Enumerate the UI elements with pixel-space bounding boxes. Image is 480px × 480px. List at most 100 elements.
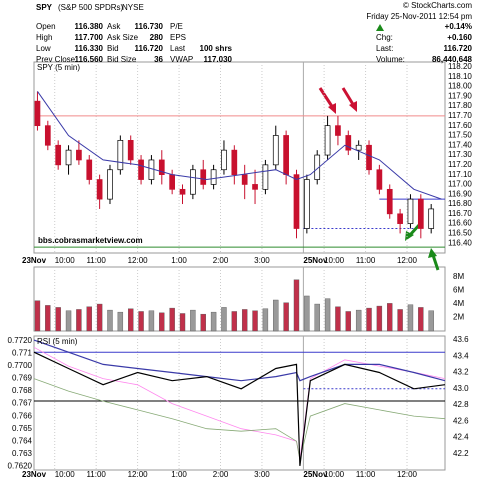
volume-bar	[190, 309, 196, 332]
y2-tick-label: 43.0	[453, 384, 469, 393]
y-tick-label: 2M	[453, 313, 464, 322]
candle-body	[190, 169, 196, 195]
volume-bar	[65, 310, 72, 332]
y-tick-label: 116.80	[448, 199, 472, 208]
quote-label: Ask	[107, 22, 121, 31]
quote-label: Prev Close	[36, 55, 76, 64]
volume-bar	[138, 311, 144, 332]
x-tick-label: 12:00	[397, 470, 418, 479]
y-tick-label: 117.10	[448, 170, 472, 179]
volume-bar	[159, 312, 165, 332]
x-tick-label: 2:00	[213, 470, 229, 479]
candle-body	[76, 149, 82, 161]
y-tick-label: 116.60	[448, 219, 472, 228]
quote-value: 116.730	[135, 22, 164, 31]
x-tick-label: 3:00	[254, 470, 270, 479]
candle-body	[314, 154, 321, 180]
date-label: 23Nov	[22, 470, 47, 479]
up-triangle	[376, 24, 384, 31]
quote-value: 117.030	[204, 55, 233, 64]
symbol: SPY	[36, 3, 53, 12]
y-tick-label: 116.70	[448, 209, 472, 218]
x-tick-label: 3:00	[254, 256, 270, 265]
volume-bar	[34, 300, 41, 332]
volume-bar	[200, 313, 206, 332]
change-pct: +0.14%	[445, 22, 472, 31]
volume-bar	[86, 306, 92, 332]
volume-bar	[418, 307, 424, 332]
x-tick-label: 12:00	[128, 470, 149, 479]
volume-bar	[96, 303, 103, 332]
y-tick-label: 6M	[453, 286, 464, 295]
x-tick-label: 12:00	[397, 256, 418, 265]
quote-value: 280	[150, 33, 164, 42]
date: Friday 25-Nov-2011 12:54 pm	[366, 12, 472, 21]
candle-body	[241, 174, 248, 185]
volume-bar	[293, 279, 300, 332]
quote-label: Bid	[107, 44, 119, 53]
quote-label: Low	[36, 44, 51, 53]
volume-bar	[345, 311, 351, 332]
y-tick-label: 117.80	[448, 101, 472, 110]
quote-label: High	[36, 33, 52, 42]
y-tick-label: 8M	[453, 272, 464, 281]
candle-body	[366, 144, 372, 171]
series-line	[33, 351, 446, 466]
volume-bar	[335, 306, 341, 332]
y-tick-label: 0.765	[12, 424, 33, 433]
quote-value: 117.700	[75, 33, 104, 42]
volume-bar	[169, 307, 175, 332]
y2-tick-label: 42.6	[453, 416, 469, 425]
date-label: 23Nov	[22, 256, 47, 265]
volume-panel	[33, 266, 446, 332]
candle-body	[262, 164, 269, 190]
candle-body	[148, 159, 155, 180]
volume-bar	[76, 309, 82, 332]
y-tick-label: 0.7700	[8, 361, 33, 370]
y-tick-label: 117.30	[448, 150, 472, 159]
y-tick-label: 117.40	[448, 140, 472, 149]
candle-body	[355, 144, 362, 151]
y-tick-label: 117.90	[448, 91, 472, 100]
y2-tick-label: 42.4	[453, 433, 469, 442]
volume-bar	[241, 309, 248, 332]
candle-body	[117, 140, 124, 171]
candle-body	[376, 169, 383, 190]
y-tick-label: 117.60	[448, 121, 472, 130]
x-tick-label: 10:00	[324, 470, 345, 479]
x-tick-label: 10:00	[55, 256, 76, 265]
quote-value: 116.560	[75, 55, 104, 64]
volume-bar	[128, 308, 134, 332]
y-tick-label: 0.766	[12, 411, 33, 420]
volume-bar	[252, 310, 258, 332]
quote-value: 116.380	[75, 22, 104, 31]
quote-value: 36	[154, 55, 163, 64]
candle-body	[96, 179, 103, 200]
moving-average	[37, 91, 442, 200]
rsi-panel	[33, 335, 446, 471]
candle-body	[127, 140, 134, 161]
candle-body	[44, 125, 51, 146]
y2-tick-label: 43.2	[453, 368, 469, 377]
y-tick-label: 4M	[453, 299, 464, 308]
volume-bar	[355, 309, 362, 332]
x-tick-label: 11:00	[356, 470, 376, 479]
candle-body	[428, 208, 435, 229]
candle-body	[179, 188, 186, 195]
summary-value: 116.720	[444, 44, 473, 53]
quote-label: P/E	[170, 22, 183, 31]
exchange: NYSE	[122, 3, 144, 12]
candle-body	[345, 135, 352, 151]
volume-bar	[55, 307, 61, 332]
candle-body	[397, 213, 403, 224]
candle-body	[407, 198, 414, 224]
y-tick-label: 117.20	[448, 160, 472, 169]
volume-bar	[262, 308, 269, 332]
symbol-name: (S&P 500 SPDRs)	[58, 3, 124, 12]
candle-body	[221, 149, 227, 171]
y-tick-label: 0.764	[12, 436, 33, 445]
volume-bar	[304, 295, 310, 332]
series-line	[33, 339, 446, 382]
volume-bar	[428, 310, 434, 332]
x-tick-label: 10:00	[55, 470, 76, 479]
